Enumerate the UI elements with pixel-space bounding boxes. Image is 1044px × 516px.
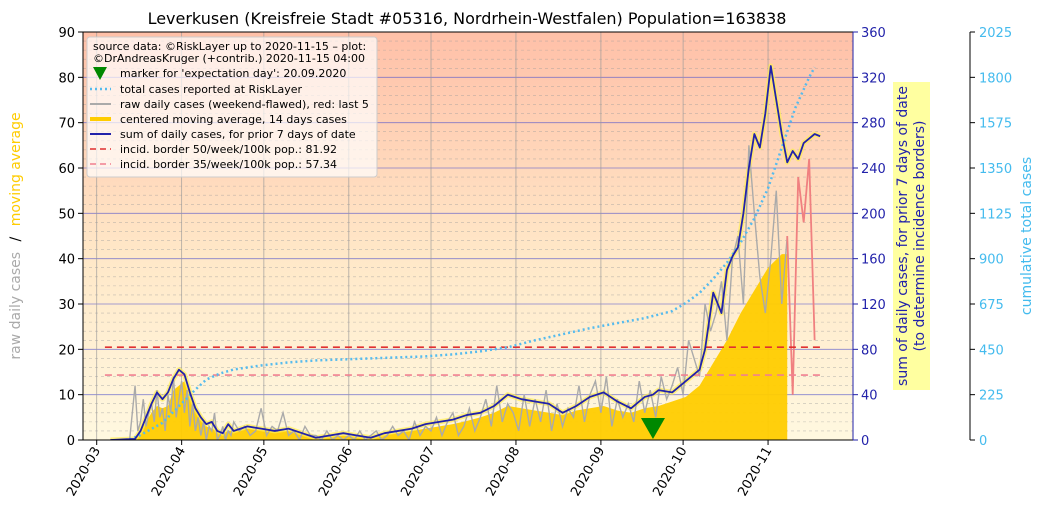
- legend-item-raw: raw daily cases (weekend-flawed), red: l…: [120, 98, 369, 111]
- far-right-axis-label: cumulative total cases: [1019, 157, 1035, 315]
- right-axis-label-line1: sum of daily cases, for prior 7 days of …: [895, 86, 911, 386]
- legend: source data: ©RiskLayer up to 2020-11-15…: [86, 36, 378, 178]
- raw-daily-cases-line: [110, 145, 788, 440]
- far-right-tick-label: 1350: [979, 162, 1012, 177]
- left-axis-label-slash: /: [8, 236, 24, 241]
- x-tick-label: 2020-03: [64, 445, 104, 500]
- left-tick-label: 40: [58, 253, 75, 268]
- far-right-tick-label: 450: [979, 343, 1004, 358]
- legend-marker-triangle: [93, 67, 107, 80]
- right-tick-label: 240: [861, 162, 886, 177]
- x-tick-label: 2020-11: [735, 445, 775, 500]
- right-axis-label-box: [893, 82, 930, 390]
- left-tick-label: 20: [58, 343, 75, 358]
- legend-item-marker: marker for 'expectation day': 20.09.2020: [120, 67, 346, 80]
- x-tick-label: 2020-08: [483, 445, 523, 500]
- x-tick-label: 2020-09: [568, 445, 608, 500]
- left-tick-label: 60: [58, 162, 75, 177]
- right-tick-label: 280: [861, 117, 886, 132]
- series-layer: [104, 63, 822, 440]
- legend-item-border50: incid. border 50/week/100k pop.: 81.92: [120, 143, 337, 156]
- far-right-tick-label: 225: [979, 389, 1004, 404]
- left-tick-label: 0: [67, 434, 75, 449]
- far-right-tick-label: 900: [979, 253, 1004, 268]
- x-tick-label: 2020-04: [149, 445, 189, 500]
- far-right-tick-label: 1125: [979, 207, 1012, 222]
- left-axis-label: raw daily cases / moving average: [8, 112, 24, 359]
- legend-source-line2: ©DrAndreasKruger (+contrib.) 2020-11-15 …: [93, 52, 365, 65]
- far-right-tick-label: 0: [979, 434, 987, 449]
- legend-item-border35: incid. border 35/week/100k pop.: 57.34: [120, 158, 337, 171]
- right-axis-label-line2: (to determine incidence borders): [912, 121, 928, 352]
- left-tick-label: 30: [58, 298, 75, 313]
- legend-item-weekly-sum: sum of daily cases, for prior 7 days of …: [120, 128, 356, 141]
- x-tick-label: 2020-10: [650, 445, 690, 500]
- far-right-tick-label: 1575: [979, 117, 1012, 132]
- left-tick-label: 90: [58, 26, 75, 41]
- legend-source-line1: source data: ©RiskLayer up to 2020-11-15…: [93, 40, 366, 53]
- right-tick-label: 200: [861, 207, 886, 222]
- x-tick-label: 2020-05: [231, 445, 271, 500]
- right-tick-label: 80: [861, 343, 878, 358]
- x-tick-label: 2020-07: [398, 445, 438, 500]
- legend-item-total: total cases reported at RiskLayer: [120, 83, 303, 96]
- left-tick-label: 80: [58, 71, 75, 86]
- right-tick-label: 160: [861, 253, 886, 268]
- right-tick-label: 120: [861, 298, 886, 313]
- far-right-tick-label: 675: [979, 298, 1004, 313]
- left-tick-label: 70: [58, 117, 75, 132]
- legend-box: [86, 36, 378, 178]
- left-axis-label-avg: moving average: [8, 112, 24, 226]
- left-tick-label: 10: [58, 389, 75, 404]
- right-tick-label: 40: [861, 389, 878, 404]
- moving-average-area: [110, 254, 788, 440]
- legend-item-moving-avg: centered moving average, 14 days cases: [120, 113, 347, 126]
- right-tick-label: 360: [861, 26, 886, 41]
- left-tick-label: 50: [58, 207, 75, 222]
- left-axis-label-raw: raw daily cases: [8, 252, 24, 360]
- right-tick-label: 0: [861, 434, 869, 449]
- weekly-sum-line: [110, 65, 821, 440]
- far-right-tick-label: 1800: [979, 71, 1012, 86]
- x-tick-label: 2020-06: [316, 445, 356, 500]
- expectation-day-marker: [640, 418, 665, 439]
- total-cases-line: [129, 66, 816, 440]
- chart-title: Leverkusen (Kreisfreie Stadt #05316, Nor…: [148, 9, 787, 28]
- far-right-tick-label: 2025: [979, 26, 1012, 41]
- right-tick-label: 320: [861, 71, 886, 86]
- svg-text:raw daily cases /: raw daily cases / moving average: [8, 112, 24, 359]
- raw-last5-line: [786, 158, 816, 395]
